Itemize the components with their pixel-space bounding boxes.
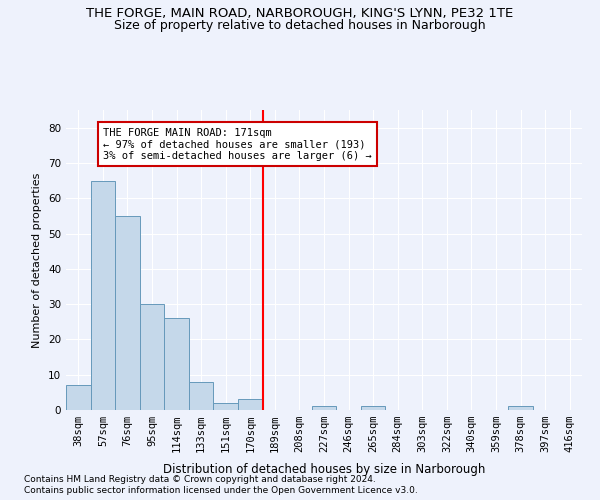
Text: Size of property relative to detached houses in Narborough: Size of property relative to detached ho… bbox=[114, 19, 486, 32]
Bar bbox=[361, 406, 385, 410]
Bar bbox=[91, 180, 115, 410]
Text: THE FORGE MAIN ROAD: 171sqm
← 97% of detached houses are smaller (193)
3% of sem: THE FORGE MAIN ROAD: 171sqm ← 97% of det… bbox=[103, 128, 371, 161]
Bar bbox=[140, 304, 164, 410]
Bar bbox=[66, 386, 91, 410]
Bar bbox=[189, 382, 214, 410]
X-axis label: Distribution of detached houses by size in Narborough: Distribution of detached houses by size … bbox=[163, 464, 485, 476]
Bar bbox=[508, 406, 533, 410]
Bar bbox=[238, 400, 263, 410]
Text: Contains HM Land Registry data © Crown copyright and database right 2024.: Contains HM Land Registry data © Crown c… bbox=[24, 475, 376, 484]
Bar bbox=[312, 406, 336, 410]
Text: Contains public sector information licensed under the Open Government Licence v3: Contains public sector information licen… bbox=[24, 486, 418, 495]
Bar bbox=[214, 403, 238, 410]
Y-axis label: Number of detached properties: Number of detached properties bbox=[32, 172, 43, 348]
Bar bbox=[115, 216, 140, 410]
Bar bbox=[164, 318, 189, 410]
Text: THE FORGE, MAIN ROAD, NARBOROUGH, KING'S LYNN, PE32 1TE: THE FORGE, MAIN ROAD, NARBOROUGH, KING'S… bbox=[86, 8, 514, 20]
